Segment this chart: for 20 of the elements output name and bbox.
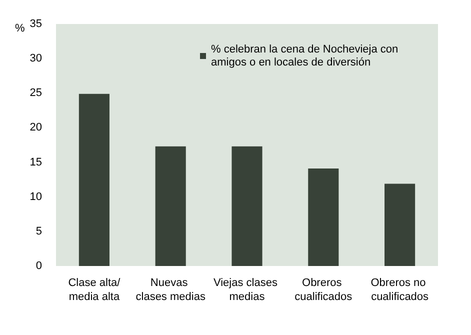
x-tick-label: Clase alta/media alta [68,277,122,303]
y-tick-label: 0 [36,260,42,272]
y-tick-label: 5 [36,225,42,238]
x-tick-label: Viejas clases medias [213,277,281,303]
y-tick-label: 15 [30,156,42,168]
y-tick-label: 30 [30,52,42,65]
legend-label: % celebran la cena de Nochevieja con amigos o en locales de diversión [211,44,402,68]
y-axis-title: % [15,22,25,34]
x-tick-label: Obreros cualificados [294,277,353,303]
y-tick-label: 10 [30,190,42,203]
bar [384,184,416,266]
y-tick-label: 35 [30,18,42,30]
bar [308,168,339,266]
x-tick-label: Obreros no cualificados [370,277,430,303]
bar [78,94,110,266]
x-tick-label: Nuevas clases medias [136,277,206,303]
y-tick-label: 25 [30,87,42,100]
y-tick-label: 20 [30,122,42,134]
bar [232,146,262,266]
bar [155,146,186,266]
